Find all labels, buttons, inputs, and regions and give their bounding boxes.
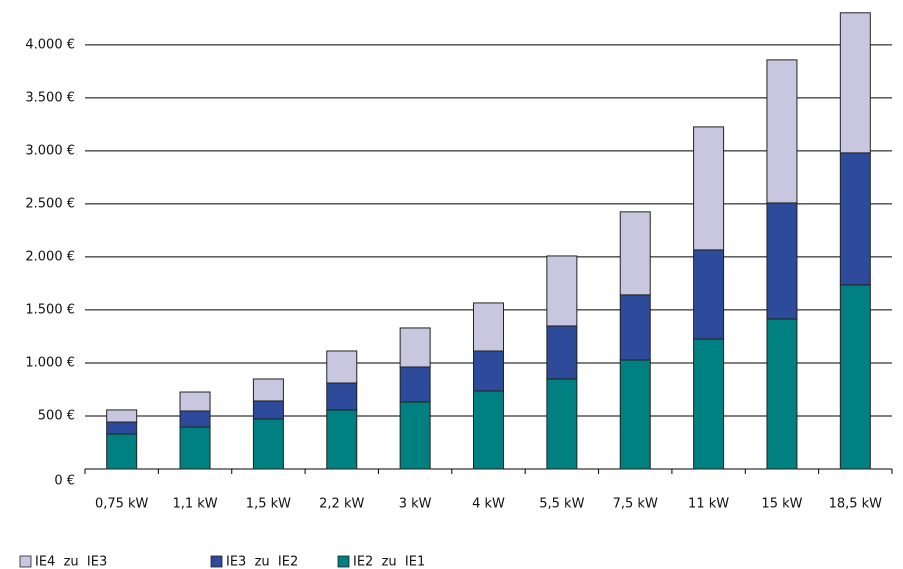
bar-segment	[766, 202, 798, 320]
y-tick-label: 0 €	[54, 474, 75, 489]
bar-segment	[766, 59, 798, 204]
bar-segment	[326, 382, 358, 411]
bar-segment	[693, 249, 725, 340]
y-tick-label: 2.000 €	[25, 249, 75, 264]
legend-label: IE2 zu IE1	[353, 555, 425, 569]
bar-segment	[473, 390, 504, 470]
bar-segment	[619, 294, 651, 361]
y-tick-label: 1.500 €	[25, 302, 75, 317]
x-tick-label: 11 kW	[688, 497, 729, 512]
bar-segment	[179, 426, 211, 470]
legend-label: IE4 zu IE3	[35, 555, 107, 569]
x-tick-label: 18,5 kW	[829, 497, 883, 512]
bar-segment	[399, 401, 431, 470]
bar-segment	[619, 211, 651, 296]
bar-segment	[106, 421, 138, 435]
bar-segment	[839, 12, 871, 154]
legend-swatch	[210, 555, 223, 568]
bar-segment	[326, 350, 358, 384]
legend-label: IE3 zu IE2	[226, 555, 298, 569]
y-tick-label: 500 €	[38, 408, 75, 423]
bar-segment	[399, 366, 431, 403]
bar-segment	[546, 378, 578, 470]
bar-segment	[106, 409, 138, 423]
x-tick-label: 1,5 kW	[246, 497, 291, 512]
x-tick-label: 15 kW	[761, 497, 802, 512]
x-tick-label: 5,5 kW	[539, 497, 584, 512]
bar-segment	[693, 338, 725, 470]
bar-segment	[619, 359, 651, 470]
bar-segment	[252, 418, 284, 470]
y-tick-label: 3.000 €	[25, 143, 75, 158]
bar-segment	[546, 325, 578, 380]
y-tick-label: 1.000 €	[25, 355, 75, 370]
bar-segment	[546, 255, 578, 327]
bar-segment	[252, 378, 284, 402]
bar-segment	[473, 350, 504, 392]
bar-segment	[252, 400, 284, 420]
legend-swatch	[337, 555, 350, 568]
bar-segment	[326, 409, 358, 470]
x-tick-label: 7,5 kW	[613, 497, 658, 512]
x-tick-label: 3 kW	[399, 497, 432, 512]
x-tick-label: 0,75 kW	[95, 497, 149, 512]
x-tick-label: 2,2 kW	[319, 497, 364, 512]
bar-segment	[839, 284, 871, 470]
bar-segment	[179, 391, 211, 412]
bar-segment	[766, 318, 798, 470]
y-tick-label: 4.000 €	[25, 37, 75, 52]
bar-segment	[839, 152, 871, 286]
legend-swatch	[19, 555, 32, 568]
y-tick-label: 3.500 €	[25, 90, 75, 105]
y-tick-label: 2.500 €	[25, 196, 75, 211]
bar-segment	[473, 302, 504, 352]
bar-segment	[399, 327, 431, 368]
bar-segment	[693, 126, 725, 251]
x-tick-label: 4 kW	[472, 497, 505, 512]
bar-segment	[179, 410, 211, 428]
x-tick-label: 1,1 kW	[172, 497, 217, 512]
bar-segment	[106, 433, 138, 470]
